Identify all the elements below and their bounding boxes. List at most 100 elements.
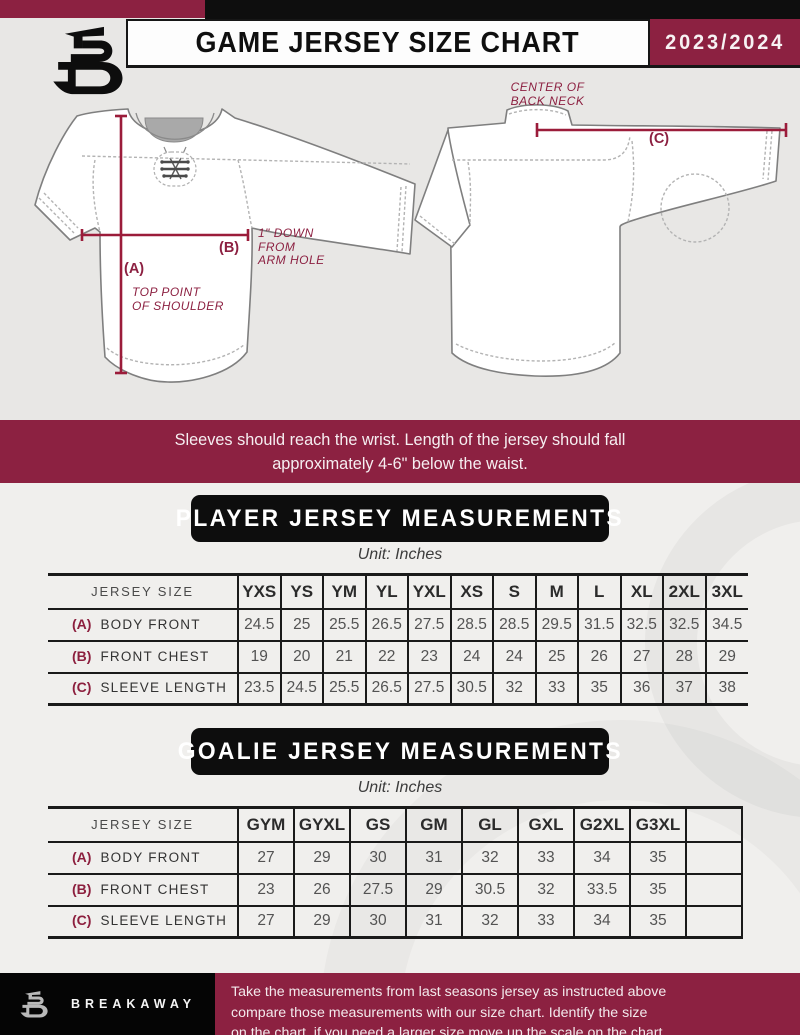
goalie-wrap-table: JERSEY SIZE GYM GYXL GS GM GL GXL G2XL G3XL (A) BO… xyxy=(48,806,743,939)
footer-line-3: on the chart, if you need a larger size … xyxy=(231,1025,663,1035)
size-column-header: GM xyxy=(405,807,462,842)
value-cell: 24.5 xyxy=(237,608,281,641)
footer-brand-block: BREAKAWAY xyxy=(0,973,215,1035)
row-label-cell: (C) SLEEVE LENGTH xyxy=(48,673,238,705)
value-cell: 27 xyxy=(237,905,294,938)
row-label-cell: (A) BODY FRONT xyxy=(48,842,238,874)
value-cell: 34.5 xyxy=(704,608,748,641)
value-cell: 31 xyxy=(405,841,462,874)
value-cell: 27.5 xyxy=(407,608,451,641)
value-cell: 25 xyxy=(279,608,323,641)
size-column-header: YXS xyxy=(237,574,281,609)
value-cell: 23 xyxy=(407,640,451,673)
player-wrap-table: JERSEY SIZE YXS YS YM YL YXL XS S M L XL 2XL 3XL (A) B… xyxy=(48,573,748,706)
back-jersey-body xyxy=(447,104,781,377)
footer-breakaway-b-logo-icon xyxy=(20,990,48,1017)
measurement-b-label: (B) xyxy=(219,240,240,256)
row-key: (A) xyxy=(72,848,92,865)
header-divider xyxy=(126,65,800,68)
back-jersey-diagram xyxy=(414,104,788,377)
value-cell: 27 xyxy=(237,841,294,874)
value-cell: 30.5 xyxy=(461,873,518,906)
footer-brand: BREAKAWAY xyxy=(70,997,197,1011)
row-name: SLEEVE LENGTH xyxy=(100,680,228,696)
value-cell: 34 xyxy=(573,841,630,874)
row-key: (C) xyxy=(72,912,92,929)
top-strip-maroon xyxy=(0,0,205,18)
size-column-header: GXL xyxy=(517,807,574,842)
value-cell: 35 xyxy=(629,841,686,874)
value-cell: 23 xyxy=(237,873,294,906)
measurement-c-label: (C) xyxy=(649,131,670,147)
value-cell: 31.5 xyxy=(577,608,621,641)
tables-section: PLAYER JERSEY MEASUREMENTS Unit: Inches … xyxy=(0,483,800,973)
row-label-cell: (B) FRONT CHEST xyxy=(48,874,238,906)
value-cell: 34 xyxy=(573,905,630,938)
row-label-cell: (C) SLEEVE LENGTH xyxy=(48,906,238,938)
measurement-b-note: 1" DOWN FROM ARM HOLE xyxy=(258,226,325,267)
value-cell: 33 xyxy=(517,841,574,874)
row-key: (C) xyxy=(72,679,92,696)
value-cell: 37 xyxy=(662,672,706,705)
measurement-line-b xyxy=(80,229,250,241)
value-cell: 29.5 xyxy=(534,608,578,641)
value-cell: 35 xyxy=(629,873,686,906)
value-cell xyxy=(685,841,743,874)
size-column-header: GYM xyxy=(237,807,294,842)
value-cell: 35 xyxy=(577,672,621,705)
breakaway-b-logo-icon xyxy=(53,26,123,95)
value-cell: 33 xyxy=(517,905,574,938)
value-cell: 26 xyxy=(577,640,621,673)
value-cell: 28.5 xyxy=(492,608,536,641)
size-column-header: 3XL xyxy=(704,574,748,609)
value-cell: 32 xyxy=(517,873,574,906)
back-left-sleeve xyxy=(414,129,471,248)
table-row: (B) FRONT CHEST 19 20 21 22 23 24 24 25 26 27 28 29 xyxy=(48,640,748,673)
footer-note: Take the measurements from last seasons … xyxy=(215,973,800,1035)
value-cell: 27 xyxy=(619,640,663,673)
value-cell: 29 xyxy=(405,873,462,906)
row-name: FRONT CHEST xyxy=(100,881,210,897)
measurement-a-note: TOP POINT OF SHOULDER xyxy=(132,285,224,313)
size-column-header: XS xyxy=(449,574,493,609)
value-cell: 30.5 xyxy=(449,672,493,705)
measurement-a-label: (A) xyxy=(124,261,145,277)
row-key: (B) xyxy=(72,647,92,664)
size-column-header: 2XL xyxy=(662,574,706,609)
value-cell xyxy=(685,905,743,938)
size-column-header: XL xyxy=(619,574,663,609)
value-cell: 32 xyxy=(461,905,518,938)
value-cell: 29 xyxy=(293,841,350,874)
season-badge: 2023/2024 xyxy=(650,19,800,66)
value-cell: 26.5 xyxy=(364,608,408,641)
value-cell: 28 xyxy=(662,640,706,673)
value-cell: 38 xyxy=(704,672,748,705)
row-name: FRONT CHEST xyxy=(100,648,210,664)
value-cell: 28.5 xyxy=(449,608,493,641)
value-cell: 23.5 xyxy=(237,672,281,705)
size-column-header: S xyxy=(492,574,536,609)
row-name: SLEEVE LENGTH xyxy=(100,913,228,929)
value-cell: 24 xyxy=(492,640,536,673)
value-cell: 25.5 xyxy=(322,672,366,705)
value-cell xyxy=(685,873,743,906)
size-column-header: G2XL xyxy=(573,807,630,842)
banner-line-1: Sleeves should reach the wrist. Length o… xyxy=(174,431,626,449)
value-cell: 30 xyxy=(349,841,406,874)
size-column-header: YM xyxy=(322,574,366,609)
size-column-header: YL xyxy=(364,574,408,609)
value-cell: 31 xyxy=(405,905,462,938)
row-name: BODY FRONT xyxy=(100,616,201,632)
value-cell: 32 xyxy=(492,672,536,705)
measurement-line-a xyxy=(115,114,127,375)
size-column-header xyxy=(685,807,743,842)
footer-line-1: Take the measurements from last seasons … xyxy=(231,984,667,1000)
value-cell: 24.5 xyxy=(279,672,323,705)
value-cell: 33.5 xyxy=(573,873,630,906)
value-cell: 25 xyxy=(534,640,578,673)
instruction-banner: Sleeves should reach the wrist. Length o… xyxy=(0,420,800,483)
value-cell: 27.5 xyxy=(407,672,451,705)
goalie-unit-label: Unit: Inches xyxy=(357,779,443,796)
value-cell: 36 xyxy=(619,672,663,705)
